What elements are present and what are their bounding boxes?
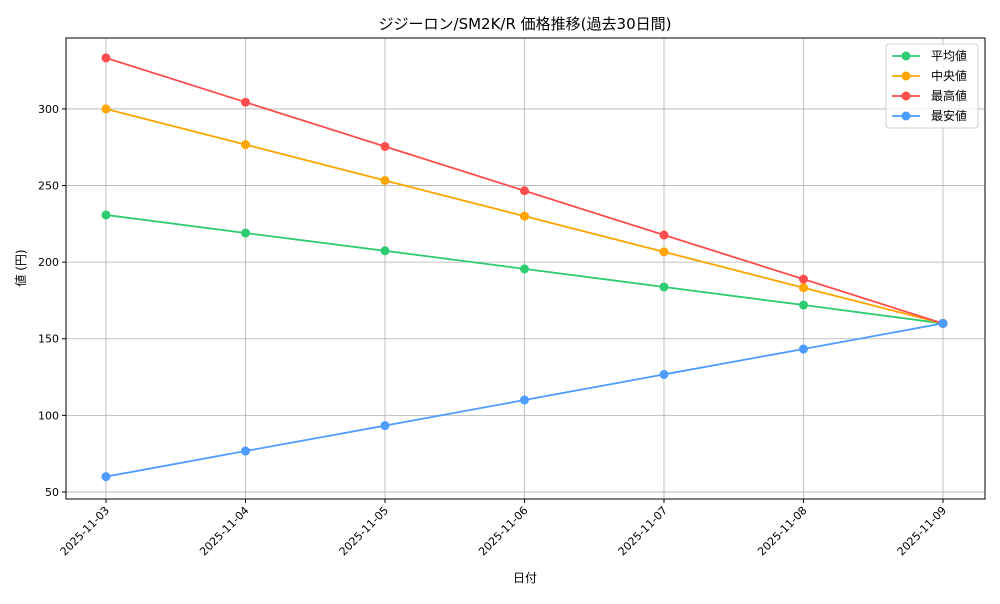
data-point — [520, 264, 529, 274]
x-axis-label: 日付 — [513, 571, 537, 585]
data-point — [799, 344, 808, 354]
x-axis: 2025-11-03 2025-11-04 2025-11-05 2025-11-06… — [58, 499, 949, 558]
data-point — [659, 230, 669, 240]
legend-box — [885, 43, 979, 129]
data-point — [659, 282, 669, 292]
data-point — [520, 211, 529, 221]
data-point — [799, 274, 808, 284]
y-tick-label: 200 — [38, 256, 59, 269]
legend-item: 最高値 — [892, 88, 967, 103]
data-point — [380, 141, 390, 151]
data-point — [380, 175, 390, 185]
series-最高値 — [101, 53, 948, 328]
y-tick-label: 150 — [38, 333, 59, 346]
y-tick-label: 250 — [38, 180, 59, 193]
data-point — [101, 472, 111, 482]
x-tick-label: 2025-11-06 — [476, 504, 530, 558]
legend-marker — [901, 91, 911, 101]
x-tick-label: 2025-11-08 — [755, 504, 809, 558]
y-axis: 50 100 150 200 250 300 — [38, 103, 66, 499]
data-point — [101, 210, 111, 220]
data-point — [799, 283, 808, 293]
data-point — [241, 97, 250, 107]
data-point — [241, 228, 250, 238]
legend-marker — [901, 111, 911, 121]
data-point — [101, 104, 111, 114]
data-point — [520, 395, 529, 405]
x-tick-label: 2025-11-09 — [895, 504, 949, 558]
data-point — [659, 247, 669, 257]
data-point — [101, 53, 111, 63]
legend-item: 中央値 — [892, 68, 967, 83]
data-point — [241, 446, 250, 456]
legend-item: 平均値 — [892, 48, 967, 63]
legend-label: 最高値 — [931, 88, 967, 103]
y-tick-label: 50 — [45, 486, 59, 499]
x-tick-label: 2025-11-05 — [337, 504, 391, 558]
data-point — [799, 300, 808, 310]
legend-marker — [901, 71, 911, 81]
y-tick-label: 100 — [38, 409, 59, 422]
x-tick-label: 2025-11-04 — [197, 504, 251, 558]
legend-label: 平均値 — [931, 48, 967, 63]
data-point — [659, 369, 669, 379]
legend-label: 中央値 — [931, 68, 967, 83]
data-point — [520, 186, 529, 196]
legend-item: 最安値 — [892, 108, 967, 123]
plot-frame — [65, 37, 986, 500]
grid — [66, 38, 985, 499]
x-tick-label: 2025-11-03 — [58, 504, 112, 558]
series-最安値 — [101, 318, 948, 482]
series-lines — [101, 53, 948, 482]
data-point — [938, 318, 948, 328]
x-tick-label: 2025-11-07 — [616, 504, 670, 558]
data-point — [241, 140, 250, 150]
chart-title: ジジーロン/SM2K/R 価格推移(過去30日間) — [379, 15, 672, 33]
data-point — [380, 421, 390, 431]
y-tick-label: 300 — [38, 103, 59, 116]
legend-marker — [901, 51, 911, 61]
legend-label: 最安値 — [931, 108, 967, 123]
data-point — [380, 246, 390, 256]
y-axis-label: 値 (円) — [13, 249, 28, 286]
